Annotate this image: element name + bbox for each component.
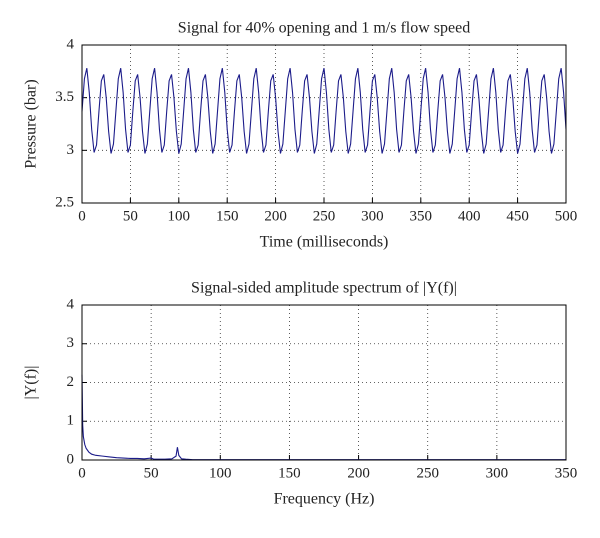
plot-frame — [81, 304, 567, 461]
y-tick-label: 2.5 — [55, 194, 74, 210]
x-tick-label: 50 — [123, 208, 138, 224]
y-axis-label: |Y(f)| — [23, 366, 40, 400]
x-tick-label: 400 — [458, 208, 481, 224]
x-tick-label: 500 — [555, 208, 578, 224]
y-tick-label: 3 — [67, 335, 75, 351]
x-tick-label: 350 — [555, 465, 578, 481]
x-tick-label: 250 — [416, 465, 439, 481]
x-axis-label: Time (milliseconds) — [260, 234, 389, 251]
plot-frame — [81, 44, 567, 204]
x-axis-label: Frequency (Hz) — [274, 491, 375, 508]
x-tick-label: 350 — [410, 208, 433, 224]
x-tick-label: 0 — [78, 465, 86, 481]
y-tick-label: 0 — [67, 451, 75, 467]
y-tick-label: 4 — [67, 36, 75, 52]
y-axis-label: Pressure (bar) — [23, 79, 40, 168]
x-tick-label: 50 — [144, 465, 159, 481]
chart-title: Signal-sided amplitude spectrum of |Y(f)… — [191, 280, 457, 297]
x-tick-label: 300 — [486, 465, 509, 481]
y-tick-label: 3.5 — [55, 89, 74, 105]
y-tick-label: 2 — [67, 374, 75, 390]
x-tick-label: 100 — [209, 465, 232, 481]
x-tick-label: 200 — [347, 465, 370, 481]
y-tick-label: 1 — [67, 413, 75, 429]
x-tick-label: 450 — [506, 208, 529, 224]
chart-title: Signal for 40% opening and 1 m/s flow sp… — [178, 20, 470, 37]
x-tick-label: 150 — [216, 208, 239, 224]
x-tick-label: 100 — [168, 208, 191, 224]
y-tick-label: 4 — [67, 296, 75, 312]
x-tick-label: 300 — [361, 208, 384, 224]
x-tick-label: 150 — [278, 465, 301, 481]
data-line — [81, 68, 567, 154]
x-tick-label: 0 — [78, 208, 86, 224]
y-tick-label: 3 — [67, 142, 75, 158]
x-tick-label: 250 — [313, 208, 336, 224]
x-tick-label: 200 — [264, 208, 287, 224]
